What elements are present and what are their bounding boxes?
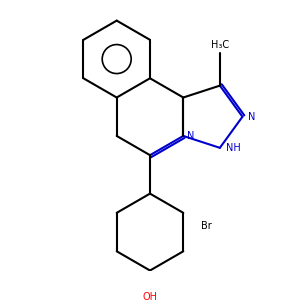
Text: N: N [248,112,256,122]
Text: H₃C: H₃C [211,40,229,50]
Text: N: N [187,131,194,141]
Text: Br: Br [201,221,212,231]
Text: NH: NH [226,143,240,153]
Text: OH: OH [142,292,158,300]
